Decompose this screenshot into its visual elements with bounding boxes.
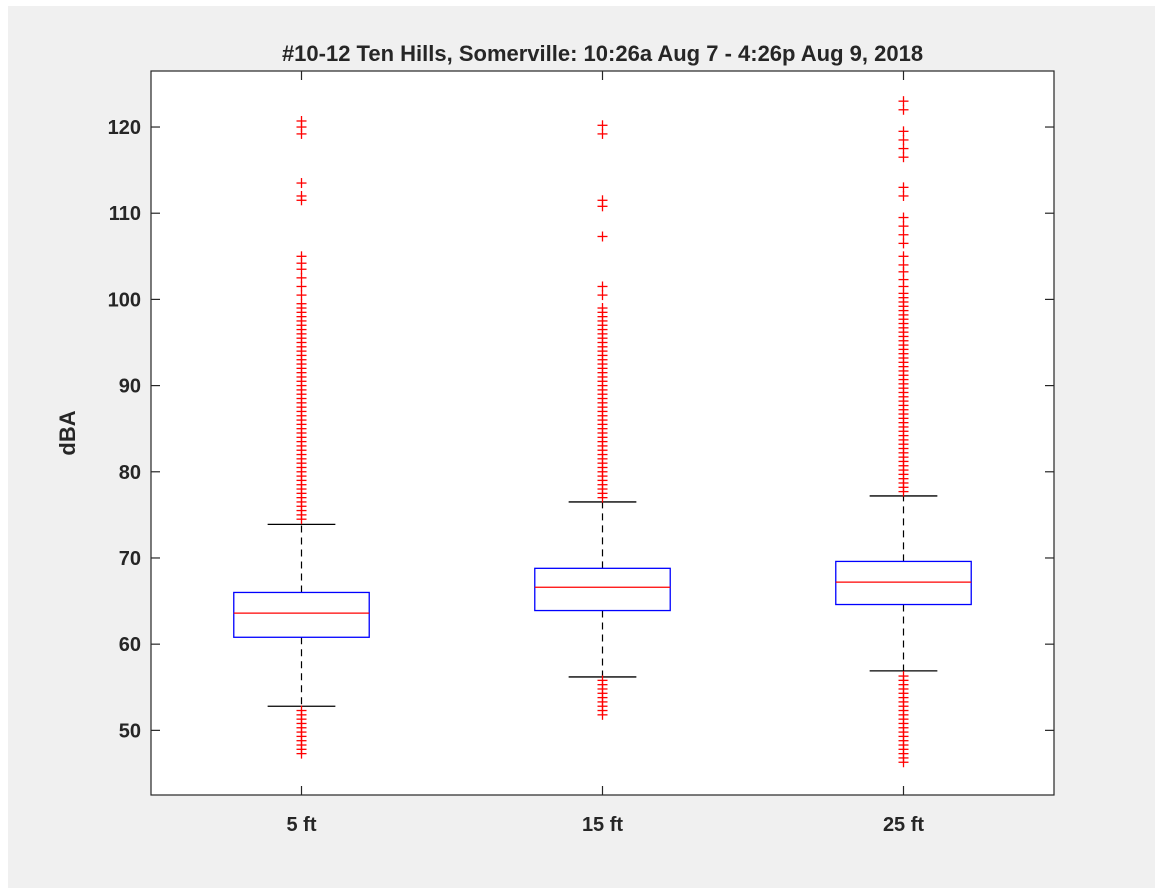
- outlier-markers: [597, 120, 608, 720]
- outlier-point: [898, 152, 909, 163]
- outlier-point: [296, 281, 307, 292]
- outlier-point: [898, 182, 909, 193]
- chart-title: #10-12 Ten Hills, Somerville: 10:26a Aug…: [282, 41, 923, 66]
- outlier-point: [898, 251, 909, 262]
- outlier-point: [898, 221, 909, 232]
- outlier-point: [597, 290, 608, 301]
- y-tick-label: 120: [108, 117, 141, 139]
- outlier-point: [597, 120, 608, 131]
- outlier-markers: [898, 96, 909, 768]
- y-tick-label: 80: [119, 462, 141, 484]
- outlier-point: [898, 671, 909, 682]
- outlier-point: [898, 259, 909, 270]
- outlier-point: [597, 303, 608, 314]
- y-tick-label: 90: [119, 376, 141, 398]
- box-group: [233, 115, 370, 759]
- outlier-point: [898, 126, 909, 137]
- outlier-point: [296, 251, 307, 262]
- iqr-box: [534, 567, 671, 612]
- outlier-point: [296, 298, 307, 309]
- y-tick-label: 100: [108, 289, 141, 311]
- box-group: [835, 96, 972, 768]
- outlier-point: [898, 190, 909, 201]
- outlier-point: [597, 128, 608, 139]
- boxplot-chart: #10-12 Ten Hills, Somerville: 10:26a Aug…: [55, 41, 1055, 836]
- y-tick-label: 70: [119, 548, 141, 570]
- outlier-point: [898, 212, 909, 223]
- outlier-point: [597, 195, 608, 206]
- iqr-box: [835, 560, 972, 606]
- outlier-point: [597, 281, 608, 292]
- y-tick-label: 50: [119, 720, 141, 742]
- outlier-point: [898, 143, 909, 154]
- x-axis-tick-labels: 5 ft 15 ft 25 ft: [287, 71, 924, 836]
- outlier-point: [296, 705, 307, 716]
- x-tick-label: 5 ft: [287, 814, 317, 836]
- outlier-point: [597, 231, 608, 242]
- outlier-point: [898, 238, 909, 249]
- outlier-markers: [296, 115, 307, 759]
- outlier-point: [898, 229, 909, 240]
- iqr-box: [233, 591, 370, 638]
- axes-frame: [150, 70, 1055, 796]
- outlier-point: [296, 190, 307, 201]
- y-axis-ticks: 50 60 70 80 90 100 110 120: [108, 117, 1054, 742]
- outlier-point: [296, 115, 307, 126]
- outlier-point: [296, 178, 307, 189]
- outlier-point: [296, 272, 307, 283]
- box-series: [233, 96, 972, 768]
- outlier-point: [597, 675, 608, 686]
- outlier-point: [898, 134, 909, 145]
- outlier-point: [296, 290, 307, 301]
- x-tick-label: 25 ft: [883, 814, 924, 836]
- x-tick-label: 15 ft: [582, 814, 623, 836]
- figure-window: #10-12 Ten Hills, Somerville: 10:26a Aug…: [8, 6, 1155, 888]
- y-tick-label: 110: [109, 203, 141, 225]
- y-tick-label: 60: [119, 634, 141, 656]
- outlier-point: [898, 104, 909, 115]
- outlier-point: [898, 96, 909, 107]
- box-group: [534, 120, 671, 720]
- y-axis-label: dBA: [55, 410, 80, 455]
